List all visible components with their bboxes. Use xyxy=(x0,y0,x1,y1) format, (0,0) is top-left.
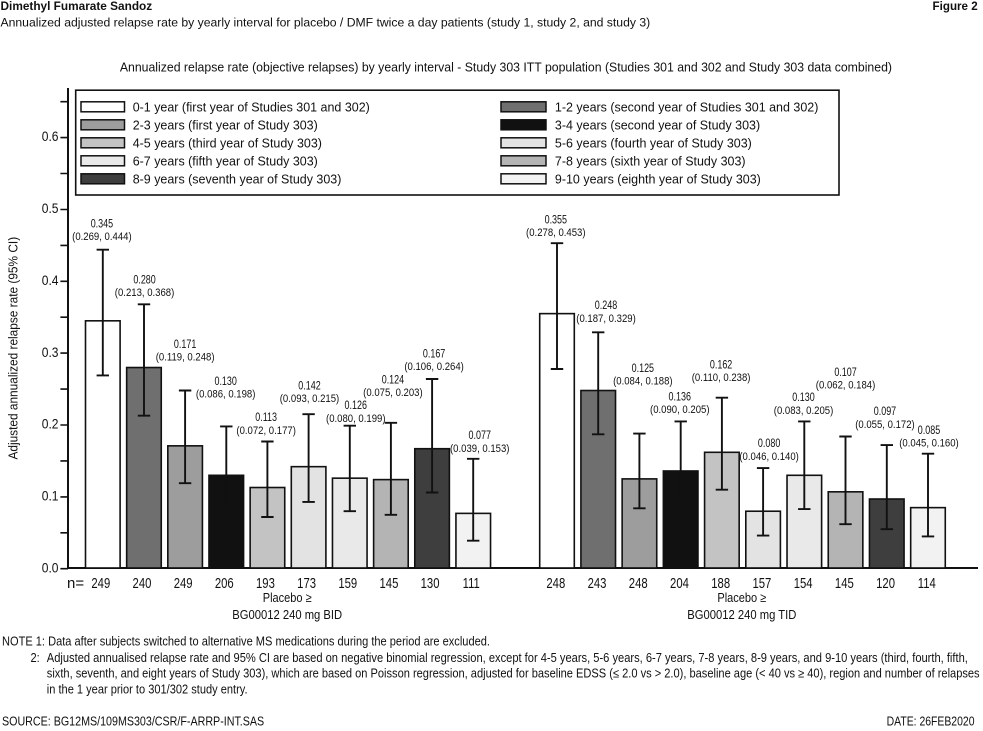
svg-text:0.085: 0.085 xyxy=(918,425,941,437)
svg-text:0.355: 0.355 xyxy=(545,214,568,226)
svg-text:145: 145 xyxy=(835,575,854,592)
svg-text:(0.269, 0.444): (0.269, 0.444) xyxy=(72,230,131,243)
svg-text:0.097: 0.097 xyxy=(874,406,897,418)
svg-text:(0.119, 0.248): (0.119, 0.248) xyxy=(156,351,215,364)
svg-text:0.345: 0.345 xyxy=(91,219,114,231)
svg-text:Figure 2: Figure 2 xyxy=(933,0,979,13)
svg-text:0.125: 0.125 xyxy=(632,363,655,375)
svg-text:(0.093, 0.215): (0.093, 0.215) xyxy=(280,392,339,405)
svg-text:130: 130 xyxy=(421,575,440,592)
svg-text:(0.072, 0.177): (0.072, 0.177) xyxy=(236,424,295,437)
svg-text:204: 204 xyxy=(670,575,689,592)
svg-text:0.080: 0.080 xyxy=(758,438,781,450)
svg-text:0.6: 0.6 xyxy=(42,128,59,144)
svg-text:Dimethyl Fumarate Sandoz: Dimethyl Fumarate Sandoz xyxy=(1,0,153,13)
svg-text:157: 157 xyxy=(752,575,771,592)
svg-text:0.107: 0.107 xyxy=(834,367,857,379)
svg-text:0.136: 0.136 xyxy=(669,392,692,404)
svg-text:Annualized relapse rate (objec: Annualized relapse rate (objective relap… xyxy=(120,60,892,74)
svg-text:5-6 years (fourth year of Stud: 5-6 years (fourth year of Study 303) xyxy=(555,135,752,150)
svg-text:249: 249 xyxy=(174,575,193,592)
svg-text:188: 188 xyxy=(711,575,730,592)
svg-text:(0.086, 0.198): (0.086, 0.198) xyxy=(196,388,255,401)
svg-text:(0.075, 0.203): (0.075, 0.203) xyxy=(363,386,422,399)
svg-text:7-8 years (sixth year of Study: 7-8 years (sixth year of Study 303) xyxy=(555,153,746,168)
svg-text:n=: n= xyxy=(67,575,84,592)
svg-text:NOTE 1: Data after subjects sw: NOTE 1: Data after subjects switched to … xyxy=(2,634,490,649)
svg-text:0.167: 0.167 xyxy=(423,349,446,361)
svg-text:(0.278, 0.453): (0.278, 0.453) xyxy=(526,226,585,239)
svg-text:111: 111 xyxy=(463,575,480,592)
svg-text:(0.046, 0.140): (0.046, 0.140) xyxy=(739,450,798,463)
svg-text:BG00012 240 mg TID: BG00012 240 mg TID xyxy=(687,607,796,622)
svg-text:Adjusted annualized relapse ra: Adjusted annualized relapse rate (95% CI… xyxy=(6,237,21,460)
svg-text:(0.062, 0.184): (0.062, 0.184) xyxy=(816,379,875,392)
svg-text:(0.090, 0.205): (0.090, 0.205) xyxy=(650,403,709,416)
svg-text:114: 114 xyxy=(918,575,936,592)
svg-text:0.248: 0.248 xyxy=(595,300,618,312)
svg-text:(0.084, 0.188): (0.084, 0.188) xyxy=(613,375,672,388)
svg-text:0.2: 0.2 xyxy=(42,416,59,432)
svg-text:173: 173 xyxy=(297,575,316,592)
svg-text:9-10 years (eighth year of Stu: 9-10 years (eighth year of Study 303) xyxy=(555,171,761,186)
svg-text:249: 249 xyxy=(91,575,110,592)
svg-text:248: 248 xyxy=(629,575,648,592)
svg-text:0.162: 0.162 xyxy=(710,360,733,372)
svg-text:154: 154 xyxy=(794,575,813,592)
svg-text:206: 206 xyxy=(215,575,234,592)
svg-text:159: 159 xyxy=(338,575,357,592)
svg-text:0.124: 0.124 xyxy=(382,375,405,387)
svg-text:(0.213, 0.368): (0.213, 0.368) xyxy=(115,286,174,299)
svg-text:Placebo ≥: Placebo ≥ xyxy=(717,590,766,605)
svg-text:6-7 years (fifth year of Study: 6-7 years (fifth year of Study 303) xyxy=(133,153,318,168)
svg-text:120: 120 xyxy=(876,575,895,592)
svg-text:BG00012 240 mg BID: BG00012 240 mg BID xyxy=(232,607,342,622)
svg-text:0.130: 0.130 xyxy=(792,392,815,404)
svg-text:3-4 years (second year of Stud: 3-4 years (second year of Study 303) xyxy=(555,117,760,132)
svg-text:(0.106, 0.264): (0.106, 0.264) xyxy=(404,360,463,373)
svg-text:0.130: 0.130 xyxy=(214,376,237,388)
svg-text:1-2 years (second year of Stud: 1-2 years (second year of Studies 301 an… xyxy=(555,99,818,114)
svg-text:240: 240 xyxy=(133,575,152,592)
svg-text:248: 248 xyxy=(546,575,565,592)
svg-text:(0.083, 0.205): (0.083, 0.205) xyxy=(774,404,833,417)
svg-text:0-1 year (first year of Studie: 0-1 year (first year of Studies 301 and … xyxy=(133,99,370,114)
svg-text:in the 1 year prior to 301/302: in the 1 year prior to 301/302 study ent… xyxy=(47,682,248,697)
svg-text:(0.080, 0.199): (0.080, 0.199) xyxy=(326,412,385,425)
svg-text:0.113: 0.113 xyxy=(255,412,277,424)
svg-text:SOURCE: BG12MS/109MS303/CSR/F-: SOURCE: BG12MS/109MS303/CSR/F-ARRP-INT.S… xyxy=(2,715,264,729)
svg-text:sixth, seventh, and eight year: sixth, seventh, and eight years of Study… xyxy=(47,666,980,681)
svg-text:Adjusted annualised relapse ra: Adjusted annualised relapse rate and 95%… xyxy=(47,650,968,665)
svg-text:193: 193 xyxy=(256,575,275,592)
svg-text:8-9 years (seventh year of Stu: 8-9 years (seventh year of Study 303) xyxy=(133,171,342,186)
svg-text:(0.187, 0.329): (0.187, 0.329) xyxy=(576,312,635,325)
svg-text:0.0: 0.0 xyxy=(42,559,59,575)
svg-text:0.4: 0.4 xyxy=(42,272,59,288)
svg-text:0.280: 0.280 xyxy=(133,274,156,286)
svg-text:0.5: 0.5 xyxy=(42,200,59,216)
svg-text:0.126: 0.126 xyxy=(345,400,368,412)
svg-text:(0.039, 0.153): (0.039, 0.153) xyxy=(450,442,509,455)
svg-text:4-5 years (third year of Study: 4-5 years (third year of Study 303) xyxy=(133,135,322,150)
svg-text:2:: 2: xyxy=(30,650,39,665)
svg-text:DATE: 26FEB2020: DATE: 26FEB2020 xyxy=(887,716,975,729)
svg-text:0.142: 0.142 xyxy=(298,380,321,392)
svg-text:243: 243 xyxy=(588,575,607,592)
svg-text:(0.055, 0.172): (0.055, 0.172) xyxy=(855,418,914,431)
svg-text:(0.045, 0.160): (0.045, 0.160) xyxy=(899,437,958,450)
svg-text:0.3: 0.3 xyxy=(42,344,59,360)
svg-text:0.077: 0.077 xyxy=(469,430,492,442)
svg-text:0.1: 0.1 xyxy=(42,488,59,504)
svg-text:2-3 years (first year of Study: 2-3 years (first year of Study 303) xyxy=(133,117,318,132)
svg-text:(0.110, 0.238): (0.110, 0.238) xyxy=(692,371,751,384)
svg-text:Annualized adjusted relapse ra: Annualized adjusted relapse rate by year… xyxy=(1,16,651,30)
svg-text:0.171: 0.171 xyxy=(174,339,197,351)
svg-text:145: 145 xyxy=(379,575,398,592)
svg-text:Placebo ≥: Placebo ≥ xyxy=(263,590,312,605)
